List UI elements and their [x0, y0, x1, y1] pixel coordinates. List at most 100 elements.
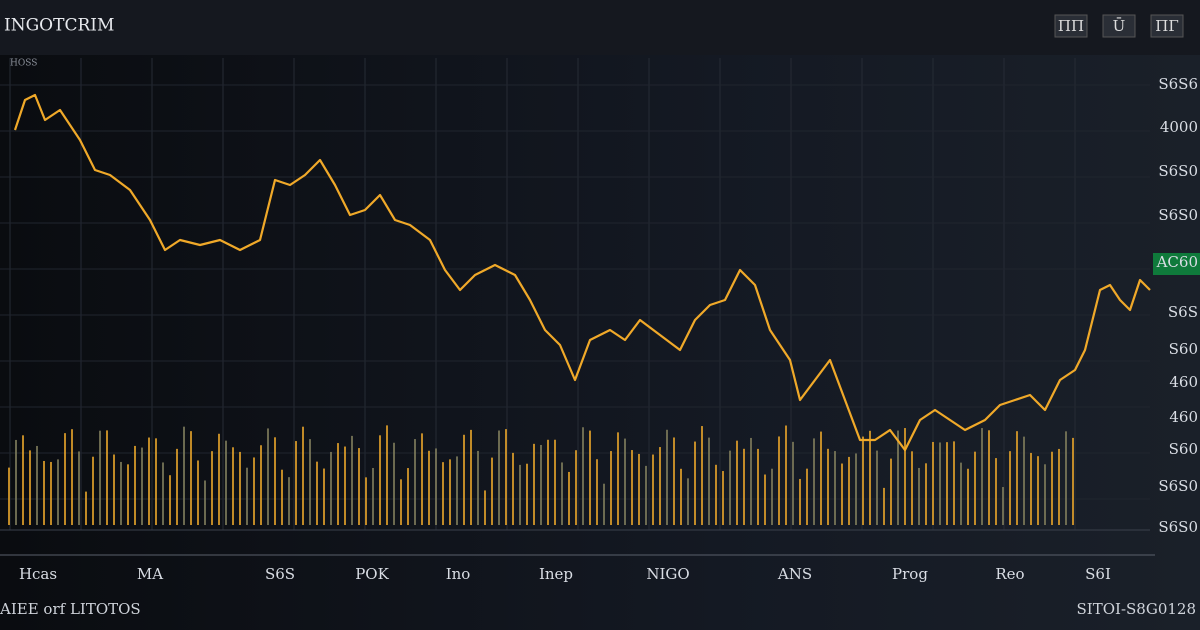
volume-bar [470, 429, 472, 525]
top-bar [0, 0, 1200, 55]
volume-bar [750, 437, 752, 525]
footer-left: AIEE orf LITOTOS [0, 600, 141, 618]
volume-bar [869, 430, 871, 525]
volume-bar [974, 451, 976, 525]
grid [0, 58, 1150, 530]
volume-bar [743, 448, 745, 525]
volume-bar [386, 425, 388, 525]
y-axis-label: S6S0 [1158, 162, 1198, 180]
volume-bar [876, 450, 878, 525]
volume-bar [148, 437, 150, 525]
volume-bar [50, 461, 52, 525]
volume-bar [631, 450, 633, 525]
tool-button[interactable] [1102, 14, 1136, 38]
volume-bar [29, 450, 31, 525]
volume-bar [932, 441, 934, 525]
volume-bar [351, 435, 353, 525]
subtitle: HOSS [10, 59, 37, 69]
tool-button[interactable] [1150, 14, 1184, 38]
volume-bar [15, 439, 17, 525]
volume-bar [78, 451, 80, 525]
volume-bar [554, 439, 556, 525]
volume-bar [582, 427, 584, 525]
volume-bar [918, 467, 920, 525]
volume-bar [295, 441, 297, 525]
volume-bar [1044, 464, 1046, 525]
volume-bar [316, 461, 318, 525]
volume-bar [827, 448, 829, 525]
volume-bar [778, 436, 780, 525]
volume-bar [246, 467, 248, 525]
y-axis-label: S6S0 [1158, 206, 1198, 224]
volume-bar [323, 468, 325, 525]
y-axis-label: S6S0 [1158, 518, 1198, 536]
x-axis-label: MA [137, 565, 163, 583]
volume-bar [407, 468, 409, 525]
volume-bar [197, 460, 199, 525]
volume-bar [883, 487, 885, 525]
y-axis-label: S6S [1168, 303, 1198, 321]
volume-bar [589, 430, 591, 525]
volume-bar [372, 467, 374, 525]
volume-bar [1065, 431, 1067, 525]
x-axis-label: S6I [1085, 565, 1111, 583]
x-axis-label: Prog [892, 565, 928, 583]
volume-bar [519, 464, 521, 525]
volume-bar [337, 443, 339, 525]
volume-bar [491, 457, 493, 525]
tool-button[interactable] [1054, 14, 1088, 38]
footer-right: SITOI-S8G0128 [1077, 600, 1196, 618]
volume-bar [400, 479, 402, 525]
volume-bar [1072, 437, 1074, 525]
volume-bar [561, 462, 563, 525]
volume-bar [890, 458, 892, 525]
tool-label: Ū [1113, 17, 1126, 35]
volume-bar [435, 448, 437, 525]
volume-bar [358, 448, 360, 525]
volume-bar [568, 471, 570, 525]
volume-bar [239, 451, 241, 525]
volume-bar [141, 447, 143, 525]
y-axis-label: AC60 [1156, 253, 1198, 271]
volume-bar [659, 447, 661, 525]
volume-bar [169, 475, 171, 525]
volume-bar [449, 459, 451, 525]
volume-bar [526, 463, 528, 525]
volume-bar [1037, 456, 1039, 525]
y-axis-label: 4000 [1160, 118, 1198, 136]
volume-bar [624, 438, 626, 525]
volume-bar [267, 428, 269, 525]
volume-bar [64, 433, 66, 525]
volume-bar [701, 426, 703, 525]
volume-bar [792, 441, 794, 525]
x-axis-label: POK [355, 565, 389, 583]
volume-bar [1030, 452, 1032, 525]
volume-bar [57, 459, 59, 525]
volume-bar [841, 463, 843, 525]
title: INGOTCRIM [4, 16, 114, 36]
volume-bar [190, 431, 192, 525]
volume-bar [456, 456, 458, 525]
volume-bars [8, 425, 1074, 525]
volume-bar [85, 491, 87, 525]
x-axis-label: ANS [777, 565, 812, 583]
volume-bar [617, 432, 619, 525]
volume-bar [904, 428, 906, 525]
volume-bar [113, 454, 115, 525]
x-axis-label: Inep [539, 565, 573, 583]
volume-bar [645, 465, 647, 525]
volume-bar [995, 458, 997, 525]
volume-bar [232, 447, 234, 525]
volume-bar [596, 459, 598, 525]
volume-bar [603, 483, 605, 525]
volume-bar [176, 448, 178, 525]
volume-bar [1051, 451, 1053, 525]
volume-bar [610, 451, 612, 525]
volume-bar [365, 477, 367, 525]
volume-bar [22, 435, 24, 525]
x-axis-labels: Hcas MA S6S POK Ino Inep NIGO ANS Prog Reo S6I [19, 565, 1111, 583]
volume-bar [946, 442, 948, 525]
volume-bar [813, 438, 815, 525]
x-axis-label: S6S [265, 565, 295, 583]
volume-bar [344, 446, 346, 525]
